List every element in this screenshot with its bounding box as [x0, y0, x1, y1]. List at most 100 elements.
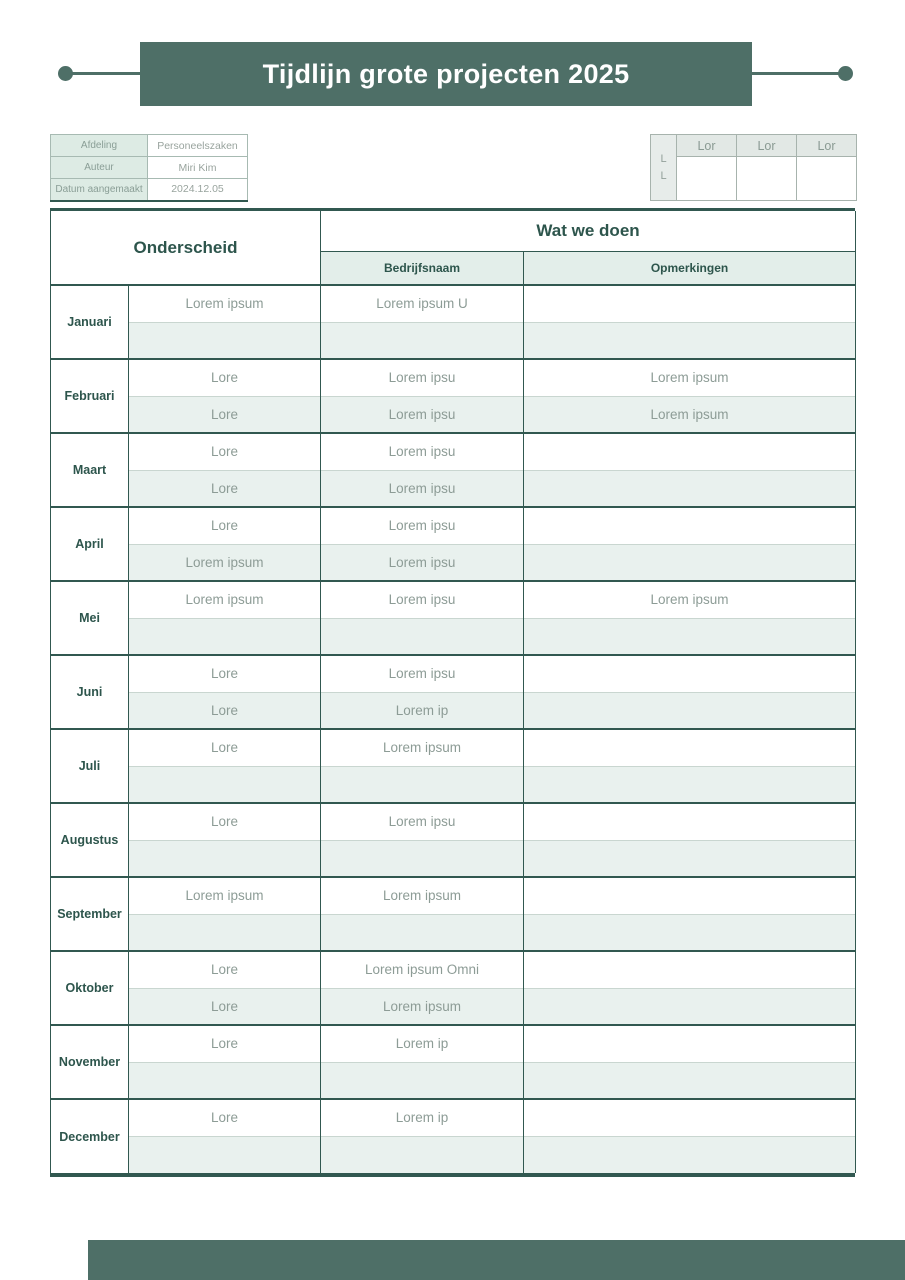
table-cell: Lorem ipsum	[320, 987, 525, 1025]
month-row	[51, 1135, 857, 1173]
table-cell: Lorem ipsu	[320, 506, 525, 544]
month-row: December Lore Lorem ip	[50, 1098, 857, 1173]
month-label: Mei	[50, 580, 129, 655]
month-row: Maart Lore Lorem ipsu	[50, 432, 857, 507]
legend-empty-cell	[796, 156, 857, 201]
table-cell	[127, 617, 322, 655]
table-cell	[523, 432, 857, 470]
table-cell	[523, 913, 857, 951]
table-cell: Lorem ip	[320, 1024, 525, 1062]
subheader-bedrijfsnaam: Bedrijfsnaam	[320, 250, 525, 286]
month-row: Februari Lore Lorem ipsu Lorem ipsum	[50, 358, 857, 433]
table-cell	[320, 1135, 525, 1173]
table-cell: Lorem ipsum	[127, 580, 322, 618]
table-cell	[523, 1098, 857, 1136]
table-cell: Lorem ipsu	[320, 802, 525, 840]
main-subheader-row: Bedrijfsnaam Opmerkingen	[51, 250, 857, 286]
legend-side-label: L L	[650, 134, 677, 201]
table-cell	[523, 876, 857, 914]
legend-table: L L Lor Lor Lor	[650, 134, 857, 201]
month-row	[51, 913, 857, 951]
table-cell	[523, 469, 857, 507]
table-cell: Lorem ipsum	[320, 876, 525, 914]
months-body: Januari Lorem ipsum Lorem ipsum U Februari L…	[50, 284, 857, 1173]
table-cell	[523, 950, 857, 988]
table-cell: Lorem ipsum Omni	[320, 950, 525, 988]
title-banner: Tijdlijn grote projecten 2025	[140, 42, 752, 106]
table-cell	[127, 765, 322, 803]
table-cell: Lorem ipsu	[320, 432, 525, 470]
table-cell: Lorem ipsu	[320, 395, 525, 433]
table-cell: Lore	[127, 802, 322, 840]
table-cell	[127, 913, 322, 951]
table-cell: Lorem ipsu	[320, 543, 525, 581]
table-cell: Lorem ipsum	[127, 543, 322, 581]
table-cell	[523, 506, 857, 544]
table-cell	[523, 654, 857, 692]
page-title: Tijdlijn grote projecten 2025	[262, 58, 630, 89]
month-row	[51, 839, 857, 877]
main-table-wrapper: Onderscheid Wat we doen Bedrijfsnaam Opm…	[49, 208, 857, 1177]
table-cell	[127, 1135, 322, 1173]
month-row: Mei Lorem ipsum Lorem ipsu Lorem ipsum	[50, 580, 857, 655]
table-cell: Lorem ipsu	[320, 654, 525, 692]
table-cell: Lore	[127, 950, 322, 988]
table-cell: Lore	[127, 1024, 322, 1062]
table-cell: Lorem ipsu	[320, 469, 525, 507]
table-cell: Lore	[127, 395, 322, 433]
month-label: Augustus	[50, 802, 129, 877]
table-cell: Lorem ipsu	[320, 580, 525, 618]
legend-header-cell: Lor	[676, 134, 737, 157]
meta-label: Afdeling	[50, 134, 148, 157]
table-cell	[523, 1061, 857, 1099]
table-cell: Lorem ipsum	[127, 876, 322, 914]
table-cell: Lore	[127, 728, 322, 766]
table-cell: Lorem ipsu	[320, 358, 525, 396]
table-cell	[523, 802, 857, 840]
meta-label: Datum aangemaakt	[50, 178, 148, 202]
header-onderscheid: Onderscheid	[49, 211, 322, 286]
table-cell: Lore	[127, 506, 322, 544]
month-row: November Lore Lorem ip	[50, 1024, 857, 1099]
meta-row: Datum aangemaakt 2024.12.05	[50, 178, 248, 202]
table-cell	[320, 839, 525, 877]
month-row: Juni Lore Lorem ipsu	[50, 654, 857, 729]
table-cell	[320, 617, 525, 655]
month-row: Juli Lore Lorem ipsum	[50, 728, 857, 803]
table-cell	[127, 839, 322, 877]
header-dot-left-icon	[58, 66, 73, 81]
month-label: Februari	[50, 358, 129, 433]
month-label: April	[50, 506, 129, 581]
meta-value: Personeelszaken	[147, 134, 248, 157]
meta-row: Auteur Miri Kim	[50, 156, 248, 179]
table-cell	[523, 543, 857, 581]
main-header-row: Onderscheid Wat we doen	[49, 211, 857, 286]
table-cell	[127, 321, 322, 359]
table-cell	[127, 1061, 322, 1099]
month-row	[51, 765, 857, 803]
month-row: September Lorem ipsum Lorem ipsum	[50, 876, 857, 951]
table-cell: Lore	[127, 691, 322, 729]
legend-header-cell: Lor	[736, 134, 797, 157]
table-cell	[320, 1061, 525, 1099]
table-cell: Lorem ip	[320, 1098, 525, 1136]
table-cell	[320, 321, 525, 359]
table-cell: Lore	[127, 469, 322, 507]
legend-empty-cell	[676, 156, 737, 201]
main-table: Onderscheid Wat we doen Bedrijfsnaam Opm…	[49, 211, 857, 1173]
month-label: Juni	[50, 654, 129, 729]
table-cell	[523, 987, 857, 1025]
month-row: Lorem ipsum Lorem ipsu	[51, 543, 857, 581]
month-label: Oktober	[50, 950, 129, 1025]
footer-bar	[88, 1240, 905, 1280]
meta-table: Afdeling Personeelszaken Auteur Miri Kim…	[50, 134, 248, 202]
subheader-opmerkingen: Opmerkingen	[523, 250, 857, 286]
table-cell	[523, 1135, 857, 1173]
month-row: Oktober Lore Lorem ipsum Omni	[50, 950, 857, 1025]
table-cell: Lore	[127, 654, 322, 692]
table-cell: Lorem ipsum	[523, 358, 857, 396]
table-cell: Lorem ipsum	[523, 580, 857, 618]
table-cell	[523, 728, 857, 766]
table-cell	[523, 1024, 857, 1062]
